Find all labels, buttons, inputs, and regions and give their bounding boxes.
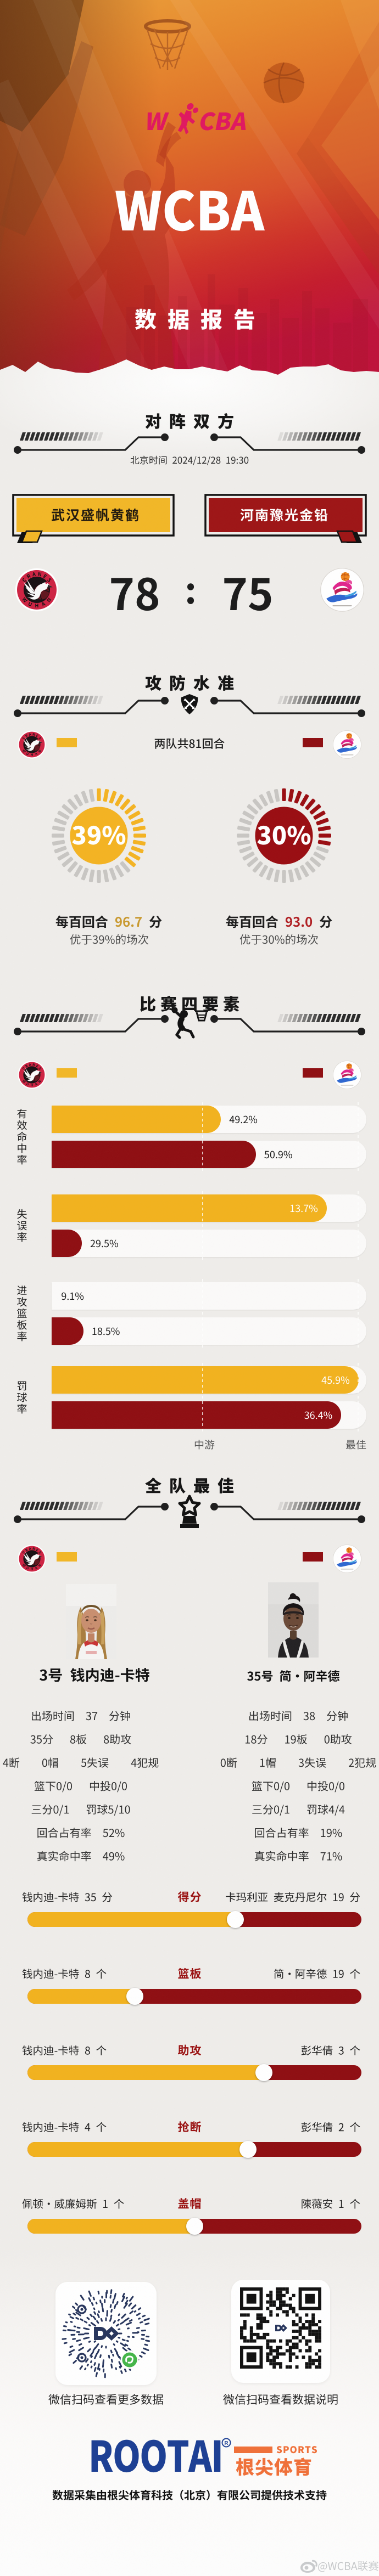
svg-text:R: R bbox=[224, 2440, 228, 2447]
